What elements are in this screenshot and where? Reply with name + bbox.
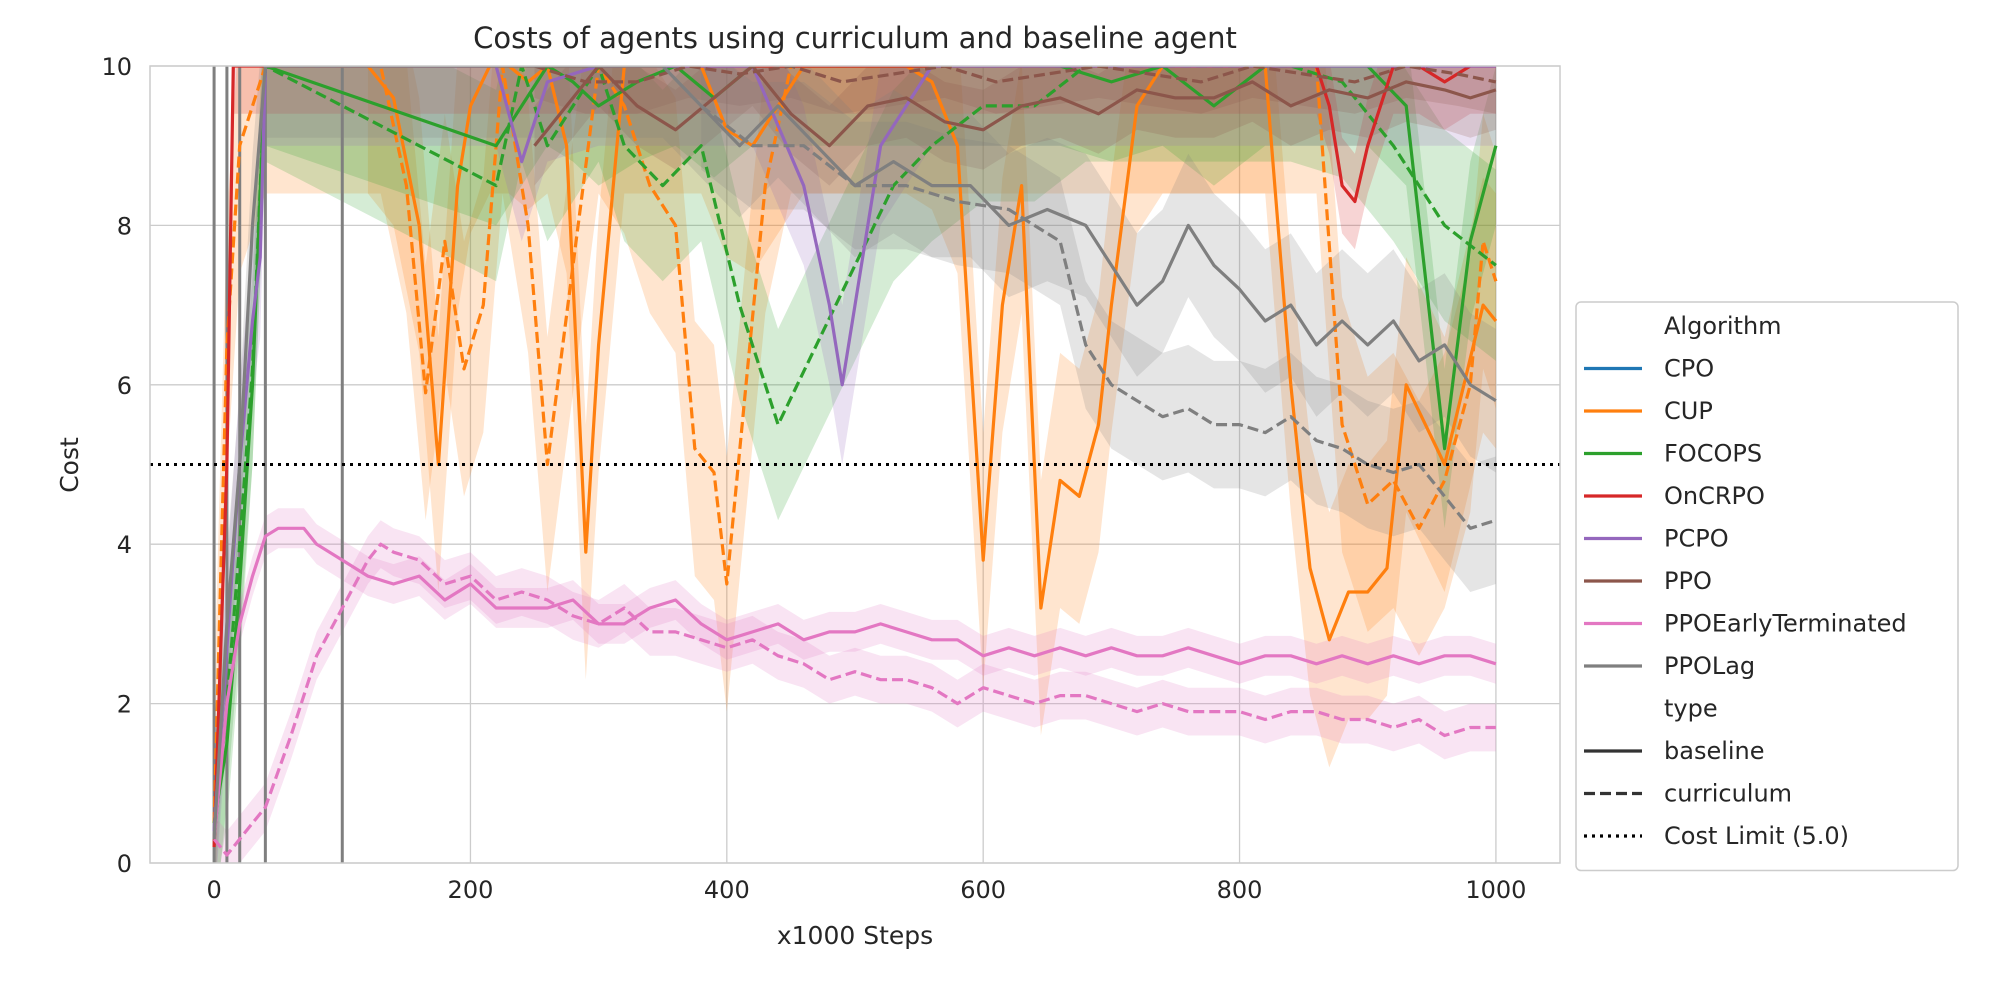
plot-frame <box>149 65 1561 864</box>
band-ppo-curriculum <box>534 66 1496 114</box>
y-axis-title: Cost <box>55 437 84 493</box>
chart-title: Costs of agents using curriculum and bas… <box>473 21 1237 55</box>
band-ppoearlyterminated-curriculum <box>214 520 1496 863</box>
band-cup-curriculum <box>214 66 1496 863</box>
series-line-ppo-baseline <box>533 66 1497 148</box>
x-tick-label: 0 <box>206 876 221 904</box>
legend-entry-solid-label: baseline <box>1664 737 1765 765</box>
x-tick-label: 200 <box>448 876 494 904</box>
legend-entry-focops-label: FOCOPS <box>1664 440 1762 468</box>
legend-entry-ppo-label: PPO <box>1664 567 1712 595</box>
y-tick-label: 2 <box>117 691 132 719</box>
y-tick-label: 0 <box>117 850 132 878</box>
legend-box <box>1575 301 1959 872</box>
x-tick-label: 600 <box>960 876 1006 904</box>
legend-entry-oncrpo-label: OnCRPO <box>1664 482 1765 510</box>
series-line-ppolag-baseline <box>212 66 1497 840</box>
band-ppolag-baseline <box>214 66 1496 863</box>
legend-entry-ppoearlyterminated-label: PPOEarlyTerminated <box>1664 610 1907 638</box>
series-line-ppo-curriculum <box>534 66 1497 84</box>
legend-entry-dashed-label: curriculum <box>1664 780 1792 808</box>
series-line-focops-curriculum <box>212 66 1497 840</box>
y-tick-label: 8 <box>117 212 132 240</box>
legend-entry-cup-label: CUP <box>1664 397 1713 425</box>
series-line-oncrpo-baseline <box>212 66 1496 848</box>
x-tick-label: 800 <box>1217 876 1263 904</box>
y-tick-label: 6 <box>117 372 132 400</box>
y-tick-label: 4 <box>117 531 132 559</box>
tick-labels: 0 200 400 600 800 1000 0 2 4 6 8 10 <box>101 53 1526 904</box>
legend-header-type: type <box>1664 695 1718 723</box>
data-series <box>150 66 1560 863</box>
series-line-pcpo-baseline <box>212 66 1496 832</box>
legend-entry-dotted-label: Cost Limit (5.0) <box>1664 822 1849 850</box>
x-axis-title: x1000 Steps <box>777 921 933 950</box>
series-line-cup-baseline <box>366 66 1498 642</box>
legend-entry-cpo-label: CPO <box>1664 355 1714 383</box>
series-line-ppoearlyterminated-baseline <box>212 526 1497 840</box>
x-tick-label: 400 <box>704 876 750 904</box>
legend: Algorithm CPO CUP FOCOPS OnCRPO PCPO PPO PPOEar… <box>1575 301 1959 872</box>
legend-entry-ppolag-label: PPOLag <box>1664 652 1755 680</box>
legend-entry-pcpo-label: PCPO <box>1664 525 1729 553</box>
x-tick-label: 1000 <box>1465 876 1526 904</box>
series-line-cup-curriculum <box>212 66 1498 824</box>
plot-border <box>149 65 1561 864</box>
series-line-focops-baseline <box>212 66 1498 824</box>
series-line-ppolag-curriculum <box>700 104 1497 530</box>
legend-header-algorithm: Algorithm <box>1664 312 1782 340</box>
y-tick-label: 10 <box>101 53 132 81</box>
